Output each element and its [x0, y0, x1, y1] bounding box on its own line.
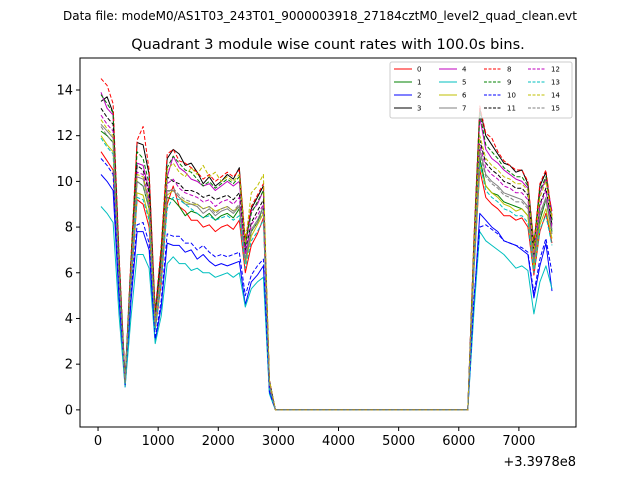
- series-line-4: [100, 92, 553, 411]
- legend-label-3: 3: [417, 105, 421, 113]
- x-offset-label: +3.3978e8: [503, 455, 576, 470]
- legend-label-12: 12: [551, 66, 560, 74]
- chart-title: Quadrant 3 module wise count rates with …: [131, 37, 525, 53]
- x-tick-label: 5000: [382, 434, 415, 449]
- series-line-12: [100, 114, 553, 411]
- legend-label-2: 2: [417, 92, 421, 100]
- x-tick-label: 0: [94, 434, 102, 449]
- series-line-10: [100, 158, 553, 411]
- legend-label-0: 0: [417, 66, 421, 74]
- series-line-9: [100, 94, 553, 411]
- series-line-13: [100, 137, 553, 411]
- legend-label-10: 10: [507, 92, 516, 100]
- legend-label-6: 6: [462, 92, 467, 100]
- x-tick-label: 3000: [262, 434, 295, 449]
- y-tick-label: 6: [65, 266, 73, 281]
- series-line-3: [100, 96, 553, 411]
- legend-label-7: 7: [462, 105, 466, 113]
- series-line-8: [100, 78, 553, 411]
- series-line-0: [100, 151, 553, 411]
- series-line-2: [100, 174, 553, 411]
- y-tick-label: 2: [65, 358, 73, 373]
- legend-label-8: 8: [507, 66, 511, 74]
- x-tick-label: 1000: [142, 434, 175, 449]
- series-layer: [100, 78, 553, 411]
- legend-label-1: 1: [417, 79, 421, 87]
- suptitle: Data file: modeM0/AS1T03_243T01_90000039…: [63, 9, 577, 23]
- legend-frame: [389, 61, 573, 119]
- x-tick-label: 4000: [322, 434, 355, 449]
- legend-label-13: 13: [551, 79, 560, 87]
- legend-label-11: 11: [507, 105, 516, 113]
- y-axis: 0 2 4 6 8 10 12 14: [56, 83, 80, 418]
- y-tick-label: 10: [56, 175, 73, 190]
- y-tick-label: 14: [56, 83, 73, 98]
- axes-frame: [79, 57, 577, 428]
- series-line-15: [100, 126, 553, 411]
- y-tick-label: 4: [65, 312, 73, 327]
- y-tick-label: 12: [56, 129, 73, 144]
- x-axis: 0 1000 2000 3000 4000 5000 6000 7000: [94, 427, 535, 449]
- x-tick-label: 7000: [502, 434, 535, 449]
- series-line-14: [100, 119, 553, 411]
- x-tick-label: 2000: [202, 434, 235, 449]
- x-tick-label: 6000: [442, 434, 475, 449]
- legend-label-9: 9: [507, 79, 511, 87]
- y-tick-label: 0: [65, 403, 73, 418]
- y-tick-label: 8: [65, 221, 73, 236]
- legend-label-5: 5: [462, 79, 466, 87]
- plot-area: [79, 57, 577, 428]
- series-line-7: [100, 123, 553, 411]
- legend-label-4: 4: [462, 66, 467, 74]
- legend-label-15: 15: [551, 105, 560, 113]
- series-line-5: [100, 206, 553, 411]
- series-line-11: [100, 108, 553, 411]
- legend-label-14: 14: [551, 92, 560, 100]
